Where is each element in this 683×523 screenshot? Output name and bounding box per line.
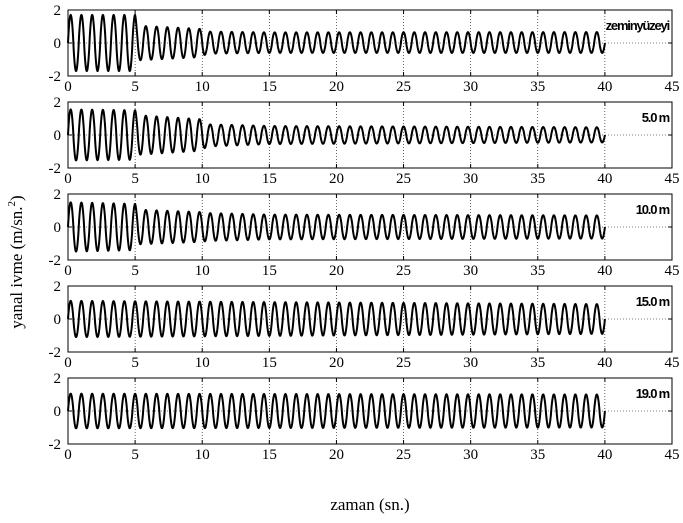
x-tick-label: 20 [329,355,344,371]
x-tick-label: 35 [530,447,545,463]
x-tick-label: 35 [530,355,545,371]
x-tick-label: 10 [195,355,210,371]
y-tick-label: 2 [54,187,62,203]
x-tick-label: 5 [131,263,139,279]
x-tick-label: 25 [396,447,411,463]
x-tick-label: 40 [597,355,612,371]
x-tick-label: 5 [131,79,139,95]
panel-label: zeminyüzeyi [606,18,670,33]
y-tick-label: 0 [54,404,62,420]
x-tick-label: 35 [530,171,545,187]
x-tick-label: 30 [463,79,478,95]
x-tick-label: 10 [195,171,210,187]
y-tick-label: 0 [54,220,62,236]
y-tick-label: -2 [49,161,62,177]
x-tick-label: 30 [463,263,478,279]
x-tick-label: 15 [262,79,277,95]
acceleration-trace [67,13,606,73]
x-tick-label: 25 [396,79,411,95]
y-tick-label: 0 [54,36,62,52]
x-tick-label: 10 [195,447,210,463]
x-tick-label: 0 [64,79,72,95]
x-tick-label: 5 [131,447,139,463]
x-tick-label: 0 [64,263,72,279]
y-tick-label: 0 [54,312,62,328]
x-tick-label: 20 [329,263,344,279]
x-tick-label: 30 [463,171,478,187]
panel-label: 5.0 m [642,110,670,125]
x-tick-label: 40 [597,79,612,95]
panel-label: 15.0 m [636,294,670,309]
x-tick-label: 45 [665,79,680,95]
acceleration-trace [67,299,606,339]
panel-label: 19.0 m [636,386,670,401]
y-tick-label: 2 [54,3,62,19]
y-tick-label: -2 [49,69,62,85]
y-tick-label: 0 [54,128,62,144]
x-tick-label: 15 [262,355,277,371]
x-tick-label: 15 [262,263,277,279]
y-tick-label: -2 [49,345,62,361]
x-tick-label: 40 [597,447,612,463]
x-tick-label: 25 [396,171,411,187]
y-axis-label: yanal ivme (m/sn.2) [6,195,26,328]
x-tick-label: 5 [131,171,139,187]
y-tick-label: 2 [54,279,62,295]
x-tick-label: 25 [396,263,411,279]
x-tick-label: 30 [463,447,478,463]
x-tick-label: 20 [329,171,344,187]
acceleration-trace [67,108,606,162]
y-tick-label: -2 [49,437,62,453]
x-axis-label: zaman (sn.) [330,495,409,514]
acceleration-trace [67,201,606,253]
x-tick-label: 5 [131,355,139,371]
x-tick-label: 40 [597,263,612,279]
x-tick-label: 15 [262,447,277,463]
x-tick-label: 30 [463,355,478,371]
x-tick-label: 40 [597,171,612,187]
x-tick-label: 0 [64,447,72,463]
y-tick-label: -2 [49,253,62,269]
x-tick-label: 10 [195,263,210,279]
x-tick-label: 25 [396,355,411,371]
x-tick-label: 45 [665,171,680,187]
x-tick-label: 15 [262,171,277,187]
x-tick-label: 35 [530,263,545,279]
x-tick-label: 0 [64,355,72,371]
x-tick-label: 45 [665,355,680,371]
x-tick-label: 20 [329,79,344,95]
y-tick-label: 2 [54,95,62,111]
acceleration-trace [67,392,606,430]
y-tick-label: 2 [54,371,62,387]
x-tick-label: 45 [665,263,680,279]
panel-label: 10.0 m [636,202,670,217]
x-tick-label: 20 [329,447,344,463]
x-tick-label: 0 [64,171,72,187]
x-tick-label: 45 [665,447,680,463]
x-tick-label: 10 [195,79,210,95]
x-tick-label: 35 [530,79,545,95]
